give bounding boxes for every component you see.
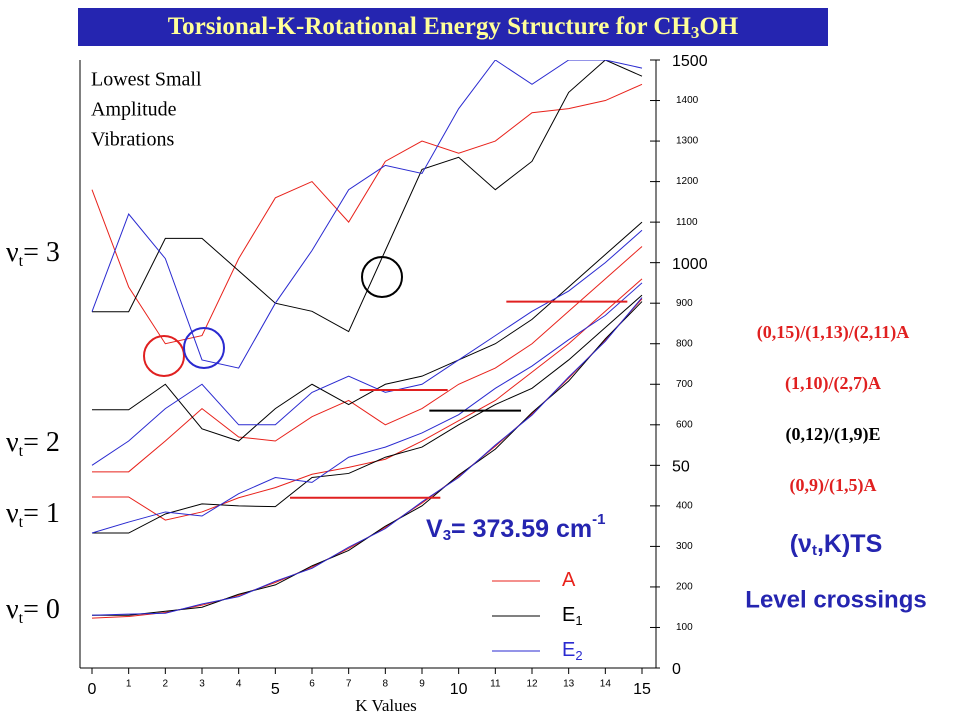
vt-text: = 0 [23,594,60,625]
vt-label: νt= 1 [6,498,60,530]
x-tick-label: 15 [633,681,651,698]
y-tick-label: 600 [676,419,693,430]
barrier-label: V3= 373.59 cm-1 [426,511,605,544]
energy-level [92,294,643,534]
legend-name: E [562,604,575,626]
y-tick-label: 400 [676,501,693,512]
energy-level [92,301,643,616]
crossing-circle [143,335,185,377]
note-line: Amplitude [91,99,177,121]
vt-symbol: ν [6,237,19,268]
barrier-sub: 3 [443,527,451,544]
crossing-label: (0,12)/(1,9)E [786,424,881,445]
x-tick-label: 14 [600,679,612,690]
vt-sub: t [19,514,24,531]
barrier-text: = 373.59 cm [451,515,592,543]
energy-level [91,282,643,534]
energy-level [92,221,643,442]
vt-symbol: ν [6,498,19,529]
x-tick-label: 5 [271,681,280,698]
vt-label: νt= 0 [6,594,60,626]
chart-title: Torsional-K-Rotational Energy Structure … [168,13,739,42]
legend-label: E2 [562,639,583,663]
y-tick-label: 50 [672,459,690,476]
y-tick-label: 100 [676,622,693,633]
y-tick-label: 1200 [676,176,699,187]
y-tick-label: 300 [676,541,693,552]
legend-sub: 1 [575,613,582,628]
x-tick-label: 10 [450,681,468,698]
energy-level [92,278,643,521]
footer-label: Level crossings [745,586,926,613]
title-bar [78,8,828,46]
ts-tail: ,K)TS [817,530,882,558]
energy-level [91,83,643,345]
x-tick-label: 8 [383,679,389,690]
legend-label: E1 [562,604,583,628]
note-line: Vibrations [91,129,174,151]
barrier-sup: -1 [592,511,605,528]
crossing-label: (0,15)/(1,13)/(2,11)A [757,322,909,343]
vt-label: νt= 3 [6,237,60,269]
x-tick-label: 9 [419,679,425,690]
ts-head: (ν [790,530,812,558]
legend-name: A [562,569,576,591]
y-tick-label: 1400 [676,95,699,106]
y-tick-label: 1000 [672,256,708,273]
vt-symbol: ν [6,427,19,458]
vt-text: = 3 [23,237,60,268]
x-axis-label: K Values [355,696,417,715]
energy-level [91,297,643,616]
x-tick-label: 11 [490,679,501,690]
y-tick-label: 1300 [676,136,699,147]
crossing-circle [361,256,403,298]
x-tick-label: 7 [346,679,352,690]
x-tick-label: 1 [126,679,132,690]
energy-level [92,246,643,473]
vt-sub: t [19,253,24,270]
y-tick-label: 0 [672,661,681,678]
vt-sub: t [19,610,24,627]
y-tick-label: 900 [676,298,693,309]
vt-text: = 1 [23,498,60,529]
note-line: Lowest Small [91,69,202,91]
legend-sub: 2 [575,648,582,663]
y-tick-label: 200 [676,582,693,593]
crossing-label: (1,10)/(2,7)A [785,373,881,394]
barrier-symbol: V [426,515,443,543]
vt-symbol: ν [6,594,19,625]
crossing-circle [183,327,225,369]
x-tick-label: 3 [199,679,205,690]
x-tick-label: 4 [236,679,242,690]
y-tick-label: 1100 [676,217,698,228]
x-tick-label: 6 [309,679,315,690]
y-tick-label: 700 [676,379,693,390]
legend-label: A [562,569,576,591]
energy-level [91,60,643,369]
x-tick-label: 0 [88,681,97,698]
y-tick-label: 800 [676,338,693,349]
legend-name: E [562,639,575,661]
crossing-label: (0,9)/(1,5)A [790,475,877,496]
ts-label: (νt,K)TS [790,530,883,559]
x-tick-label: 13 [563,679,575,690]
ts-sub: t [812,542,817,559]
x-tick-label: 12 [526,679,538,690]
vt-label: νt= 2 [6,427,60,459]
vt-sub: t [19,443,24,460]
x-tick-label: 2 [163,679,169,690]
energy-level [91,229,643,466]
vt-text: = 2 [23,427,60,458]
y-tick-label: 1500 [672,53,708,70]
